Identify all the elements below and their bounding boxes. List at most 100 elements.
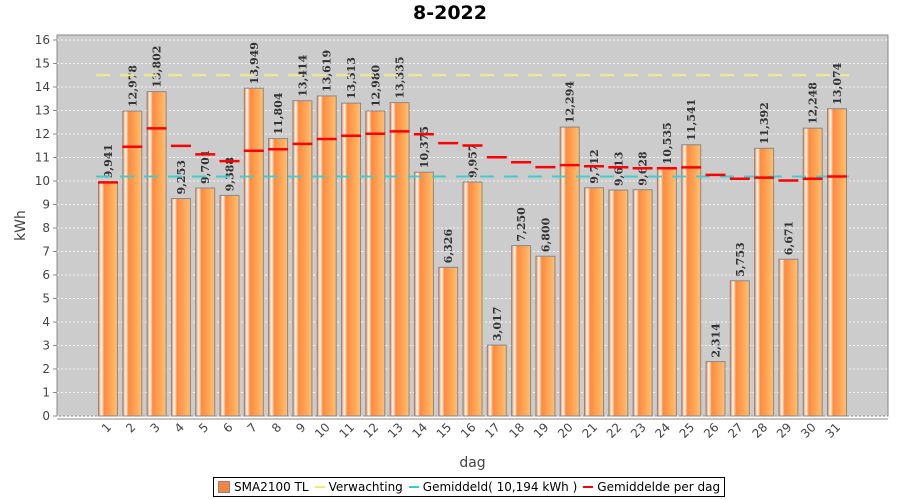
data-label: 12,978: [126, 65, 139, 107]
y-tick-label: 15: [35, 57, 50, 71]
bar: [559, 126, 580, 417]
bar: [292, 100, 313, 417]
data-label: 11,804: [272, 92, 285, 134]
data-label: 13,949: [248, 42, 261, 84]
x-tick-label: 27: [725, 420, 746, 441]
data-label: 10,375: [418, 126, 431, 168]
data-label: 9,701: [199, 150, 212, 184]
y-tick-label: 1: [42, 386, 50, 400]
x-tick-label: 17: [482, 420, 503, 441]
data-label: 2,314: [710, 323, 723, 358]
legend-item-daily-average: Gemiddelde per dag: [583, 480, 720, 494]
x-tick-label: 20: [555, 420, 576, 441]
y-tick-label: 12: [35, 127, 50, 141]
legend-item-production: SMA2100 TL: [218, 480, 309, 494]
data-label: 6,326: [442, 229, 455, 264]
y-tick-label: 11: [35, 151, 50, 165]
x-tick-label: 6: [220, 420, 235, 435]
data-label: 13,619: [321, 50, 334, 92]
bar: [365, 110, 386, 417]
bar: [778, 258, 799, 417]
data-label: 13,414: [296, 54, 309, 96]
x-tick-label: 5: [196, 420, 211, 435]
x-tick-label: 3: [147, 420, 162, 435]
bar: [413, 171, 434, 417]
legend-label: Verwachting: [328, 480, 403, 494]
y-tick-label: 10: [35, 174, 50, 188]
x-tick-label: 19: [531, 420, 552, 441]
x-axis-label: dag: [459, 455, 485, 471]
y-tick-label: 7: [42, 245, 50, 259]
data-label: 13,313: [345, 57, 358, 99]
bar: [98, 181, 118, 417]
data-label: 12,980: [369, 65, 382, 107]
bar: [219, 194, 240, 417]
bar: [681, 144, 702, 417]
legend-item-average: Gemiddeld( 10,194 kWh ): [408, 480, 577, 494]
x-tick-label: 31: [822, 420, 843, 441]
x-tick-label: 14: [409, 420, 430, 441]
x-tick-label: 21: [579, 420, 600, 441]
chart-title: 8-2022: [413, 2, 487, 24]
bar: [268, 138, 289, 417]
data-label: 5,753: [734, 242, 747, 276]
x-tick-label: 1: [99, 420, 114, 435]
x-tick-label: 28: [750, 420, 771, 441]
bar: [341, 102, 361, 417]
data-label: 10,535: [661, 122, 674, 164]
bar: [486, 344, 507, 417]
bar: [729, 280, 750, 417]
y-tick-label: 3: [42, 339, 50, 353]
y-tick-label: 8: [42, 221, 50, 235]
legend-label: SMA2100 TL: [234, 480, 309, 494]
x-tick-label: 12: [361, 420, 382, 441]
x-tick-label: 18: [507, 420, 528, 441]
x-tick-label: 16: [458, 420, 479, 441]
bar: [146, 91, 167, 417]
x-tick-label: 15: [434, 420, 455, 441]
y-tick-label: 5: [42, 292, 50, 306]
data-label: 7,250: [515, 207, 528, 242]
bar: [827, 108, 847, 417]
legend-swatch: [408, 486, 419, 488]
data-label: 9,957: [467, 144, 480, 178]
y-tick-label: 4: [42, 315, 50, 329]
data-label: 9,941: [102, 144, 115, 178]
x-tick-label: 10: [312, 420, 333, 441]
bar: [802, 127, 823, 417]
bar: [754, 147, 775, 417]
data-label: 6,800: [539, 217, 552, 252]
bar: [170, 198, 191, 417]
y-tick-label: 16: [35, 33, 50, 47]
x-tick-label: 26: [701, 420, 722, 441]
data-label: 9,613: [612, 152, 625, 186]
data-label: 13,074: [831, 62, 844, 104]
data-label: 11,541: [685, 99, 698, 141]
x-tick-label: 29: [774, 420, 795, 441]
data-label: 13,335: [394, 57, 407, 99]
data-label: 3,017: [491, 307, 504, 341]
bar: [195, 187, 216, 417]
legend-label: Gemiddelde per dag: [597, 480, 721, 494]
y-tick-label: 2: [42, 362, 50, 376]
x-tick-label: 4: [172, 420, 187, 435]
legend-swatch: [218, 481, 230, 493]
bar: [705, 361, 726, 417]
bar: [243, 87, 264, 417]
x-tick-label: 2: [123, 420, 138, 435]
x-tick-label: 25: [677, 420, 698, 441]
legend-item-expectation: Verwachting: [314, 480, 403, 494]
bar: [608, 189, 629, 417]
x-tick-label: 9: [293, 420, 308, 435]
x-tick-label: 8: [269, 420, 284, 435]
data-label: 11,392: [758, 102, 771, 144]
bar: [535, 255, 556, 417]
bar: [462, 181, 483, 417]
legend: SMA2100 TL Verwachting Gemiddeld( 10,194…: [213, 477, 726, 497]
y-tick-label: 9: [42, 198, 50, 212]
y-axis-label: kWh: [13, 210, 29, 241]
x-tick-label: 13: [385, 420, 406, 441]
bar: [656, 167, 677, 417]
bar: [389, 102, 410, 417]
